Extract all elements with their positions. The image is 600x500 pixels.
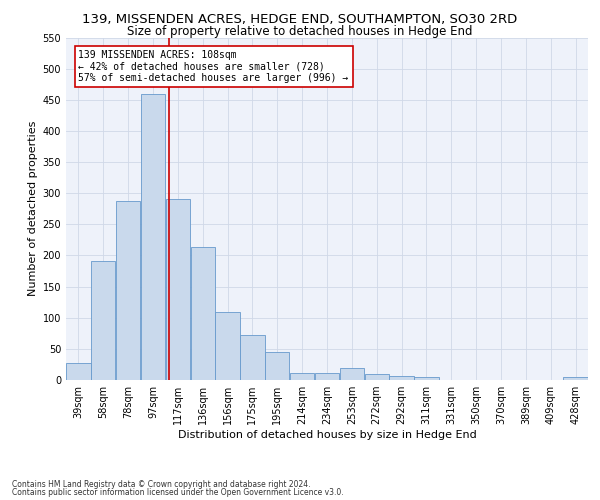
X-axis label: Distribution of detached houses by size in Hedge End: Distribution of detached houses by size … xyxy=(178,430,476,440)
Bar xyxy=(141,94,165,380)
Bar xyxy=(91,261,115,380)
Bar xyxy=(414,377,439,380)
Y-axis label: Number of detached properties: Number of detached properties xyxy=(28,121,38,296)
Bar xyxy=(240,334,265,380)
Bar xyxy=(215,312,240,380)
Bar xyxy=(563,377,588,380)
Bar xyxy=(389,376,414,380)
Bar xyxy=(365,374,389,380)
Bar xyxy=(290,372,314,380)
Bar xyxy=(340,368,364,380)
Text: Contains public sector information licensed under the Open Government Licence v3: Contains public sector information licen… xyxy=(12,488,344,497)
Bar xyxy=(265,352,289,380)
Text: Size of property relative to detached houses in Hedge End: Size of property relative to detached ho… xyxy=(127,25,473,38)
Text: Contains HM Land Registry data © Crown copyright and database right 2024.: Contains HM Land Registry data © Crown c… xyxy=(12,480,311,489)
Bar xyxy=(315,372,339,380)
Bar xyxy=(166,199,190,380)
Bar xyxy=(116,202,140,380)
Bar xyxy=(191,248,215,380)
Bar xyxy=(66,362,91,380)
Text: 139, MISSENDEN ACRES, HEDGE END, SOUTHAMPTON, SO30 2RD: 139, MISSENDEN ACRES, HEDGE END, SOUTHAM… xyxy=(82,12,518,26)
Text: 139 MISSENDEN ACRES: 108sqm
← 42% of detached houses are smaller (728)
57% of se: 139 MISSENDEN ACRES: 108sqm ← 42% of det… xyxy=(79,50,349,83)
